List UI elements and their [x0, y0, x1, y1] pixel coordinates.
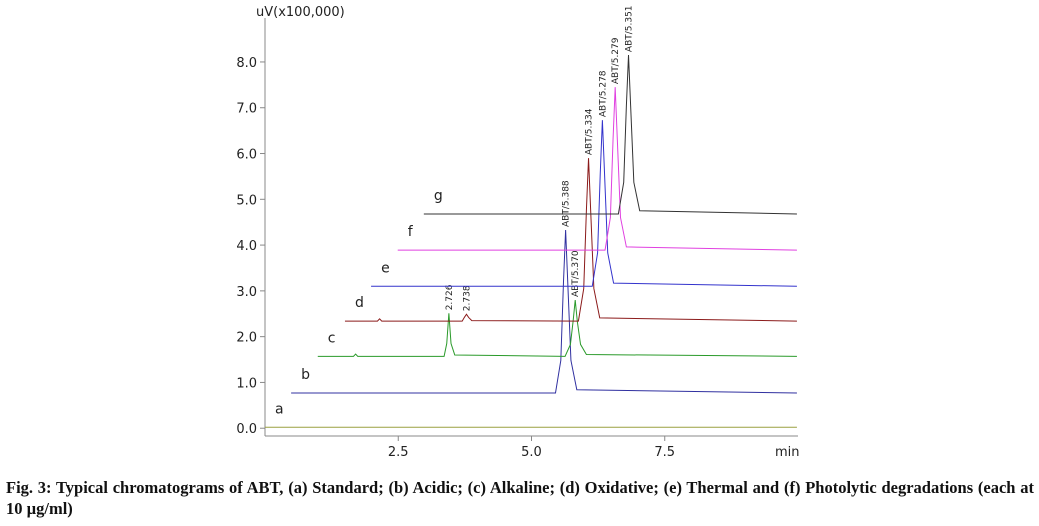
- x-tick-label: 7.5: [654, 445, 675, 460]
- y-tick-label: 1.0: [236, 376, 257, 391]
- peak-label: ABT/5.279: [611, 37, 621, 84]
- y-tick-label: 6.0: [236, 148, 257, 163]
- peak-label: ABT/5.334: [585, 108, 595, 155]
- y-tick-label: 4.0: [236, 239, 257, 254]
- chart: uV(x100,000) min 0.0 1.0 2.0 3.0 4.0 5.0 6.0 7.…: [236, 5, 800, 460]
- legend-label: e: [381, 260, 390, 276]
- y-tick-label: 3.0: [236, 285, 257, 300]
- trace: [291, 229, 797, 394]
- y-tick-label: 0.0: [236, 422, 257, 437]
- y-tick-label: 7.0: [236, 102, 257, 117]
- legend-label: b: [301, 367, 310, 383]
- x-tick-label: 5.0: [521, 445, 542, 460]
- y-tick-label: 5.0: [236, 193, 257, 208]
- legend-label: a: [275, 401, 284, 417]
- y-tick-label: 2.0: [236, 331, 257, 346]
- peak-label: 2.726: [445, 284, 455, 310]
- trace: [371, 120, 797, 287]
- trace: [423, 55, 797, 215]
- legend-label: f: [408, 224, 414, 240]
- trace: [397, 87, 797, 251]
- x-axis-label: min: [775, 445, 800, 460]
- x-tick-label: 2.5: [388, 445, 409, 460]
- trace: [317, 299, 797, 357]
- legend-label: c: [328, 330, 336, 346]
- peak-label: ABT/5.351: [625, 5, 635, 52]
- y-tick-label: 8.0: [236, 56, 257, 71]
- y-axis-label: uV(x100,000): [256, 5, 345, 20]
- legend-label: d: [355, 295, 364, 311]
- trace: [344, 158, 797, 322]
- legend-label: g: [434, 188, 443, 204]
- caption: Fig. 3: Typical chromatograms of ABT, (a…: [6, 478, 1034, 518]
- peak-label: ABT/5.370: [571, 250, 581, 297]
- peak-label: 2.738: [462, 285, 472, 311]
- peak-label: ABT/5.388: [562, 180, 572, 227]
- peak-label: ABT/5.278: [598, 70, 608, 117]
